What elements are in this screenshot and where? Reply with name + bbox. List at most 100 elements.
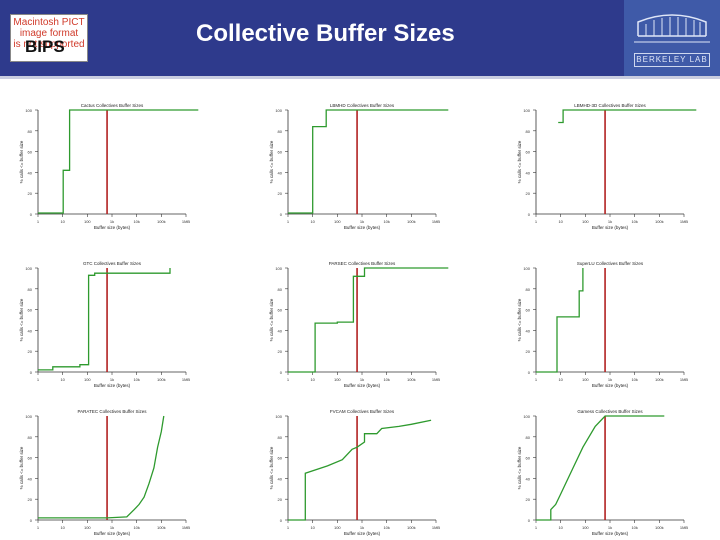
x-axis-label: Buffer size (bytes) (344, 383, 381, 388)
x-tick-label: 1 (37, 377, 40, 382)
chart-title: Cactus Collectives Buffer Sizes (81, 103, 144, 108)
x-tick-label: 100k (407, 219, 416, 224)
x-tick-label: 1 (287, 377, 290, 382)
x-tick-label: 100 (84, 525, 91, 530)
y-axis-label: % calls <= buffer size (517, 446, 522, 489)
y-tick-label: 20 (526, 349, 531, 354)
x-tick-label: 10k (133, 219, 139, 224)
y-tick-label: 40 (28, 476, 33, 481)
y-tick-label: 0 (30, 370, 33, 375)
bips-logo-text: BIPS (25, 37, 65, 56)
x-tick-label: 10k (631, 219, 637, 224)
y-tick-label: 80 (28, 287, 33, 292)
x-tick-label: 10 (558, 525, 563, 530)
y-tick-label: 80 (526, 287, 531, 292)
x-tick-label: 100 (334, 377, 341, 382)
y-tick-label: 100 (523, 414, 530, 419)
y-axis-label: % calls <= buffer size (269, 298, 274, 341)
x-tick-label: 100k (157, 377, 166, 382)
x-tick-label: 10 (310, 525, 315, 530)
y-tick-label: 100 (523, 266, 530, 271)
header-divider (0, 76, 720, 79)
x-tick-label: 1k (110, 219, 114, 224)
chart-panel: 0 20 40 60 80 100 1 10 100 1k 10k 100k 1MB SuperLU Co… (517, 261, 688, 388)
x-tick-label: 100k (157, 525, 166, 530)
series-line (536, 415, 665, 521)
x-tick-label: 1 (287, 219, 290, 224)
x-tick-label: 1k (360, 377, 364, 382)
y-tick-label: 40 (526, 476, 531, 481)
x-tick-label: 10k (383, 219, 389, 224)
x-tick-label: 10k (133, 525, 139, 530)
chart-title: FVCAM Collectives Buffer Sizes (330, 409, 395, 414)
x-tick-label: 1MB (680, 377, 689, 382)
y-axis-label: % calls <= buffer size (517, 298, 522, 341)
y-tick-label: 100 (275, 266, 282, 271)
y-tick-label: 40 (278, 476, 283, 481)
chart-title: GTC Collectives Buffer Sizes (83, 261, 142, 266)
x-tick-label: 1k (110, 525, 114, 530)
y-tick-label: 40 (526, 170, 531, 175)
chart-panel: 0 20 40 60 80 100 1 10 100 1k 10k 100k 1MB LBMHD Coll… (269, 103, 449, 230)
x-tick-label: 10k (631, 377, 637, 382)
y-tick-label: 0 (528, 518, 531, 523)
y-tick-label: 100 (25, 266, 32, 271)
x-tick-label: 1k (608, 377, 612, 382)
y-tick-label: 100 (275, 414, 282, 419)
chart-panel: 0 20 40 60 80 100 1 10 100 1k 10k 100k 1MB PARSEC Col… (269, 261, 449, 388)
y-tick-label: 0 (280, 212, 283, 217)
x-tick-label: 100k (655, 219, 664, 224)
x-axis-label: Buffer size (bytes) (592, 225, 629, 230)
y-axis-label: % calls <= buffer size (19, 140, 24, 183)
x-tick-label: 100 (582, 219, 589, 224)
series-line (288, 419, 432, 521)
x-tick-label: 1MB (680, 219, 689, 224)
chart-panel: 0 20 40 60 80 100 1 10 100 1k 10k 100k 1MB Cactus Col… (19, 103, 199, 230)
x-tick-label: 1MB (432, 219, 441, 224)
x-tick-label: 10 (60, 377, 65, 382)
x-axis-label: Buffer size (bytes) (592, 383, 629, 388)
x-axis-label: Buffer size (bytes) (94, 531, 131, 536)
pict-placeholder-line-3: is not supported (13, 39, 85, 50)
x-tick-label: 10k (383, 525, 389, 530)
x-tick-label: 100k (655, 525, 664, 530)
y-tick-label: 60 (28, 150, 33, 155)
y-tick-label: 20 (278, 191, 283, 196)
x-axis-label: Buffer size (bytes) (344, 531, 381, 536)
y-tick-label: 0 (280, 518, 283, 523)
y-tick-label: 0 (30, 518, 33, 523)
chart-title: PARSEC Collectives Buffer Sizes (329, 261, 396, 266)
berkeley-lab-text: BERKELEY LAB (634, 53, 710, 67)
series-line (536, 268, 584, 373)
y-tick-label: 60 (526, 456, 531, 461)
y-tick-label: 0 (30, 212, 33, 217)
chart-panel: 0 20 40 60 80 100 1 10 100 1k 10k 100k 1MB Gamess Col… (517, 409, 688, 536)
chart-title: PARATEC Collectives Buffer Sizes (77, 409, 147, 414)
x-tick-label: 10k (133, 377, 139, 382)
x-tick-label: 100 (84, 377, 91, 382)
y-tick-label: 80 (526, 435, 531, 440)
y-tick-label: 100 (275, 108, 282, 113)
series-line (558, 109, 697, 124)
y-tick-label: 40 (28, 328, 33, 333)
chart-title: LBMHD Collectives Buffer Sizes (330, 103, 395, 108)
x-tick-label: 1 (37, 525, 40, 530)
y-tick-label: 0 (280, 370, 283, 375)
x-tick-label: 100k (407, 525, 416, 530)
series-line (288, 267, 449, 373)
x-tick-label: 100 (84, 219, 91, 224)
x-axis-label: Buffer size (bytes) (344, 225, 381, 230)
x-tick-label: 100 (334, 219, 341, 224)
y-tick-label: 100 (25, 108, 32, 113)
y-tick-label: 0 (528, 212, 531, 217)
x-axis-label: Buffer size (bytes) (592, 531, 629, 536)
x-tick-label: 100 (582, 377, 589, 382)
x-tick-label: 1MB (182, 525, 191, 530)
y-tick-label: 80 (28, 129, 33, 134)
y-tick-label: 20 (278, 497, 283, 502)
x-tick-label: 1 (37, 219, 40, 224)
y-tick-label: 80 (278, 435, 283, 440)
y-axis-label: % calls <= buffer size (269, 446, 274, 489)
x-tick-label: 1MB (182, 377, 191, 382)
